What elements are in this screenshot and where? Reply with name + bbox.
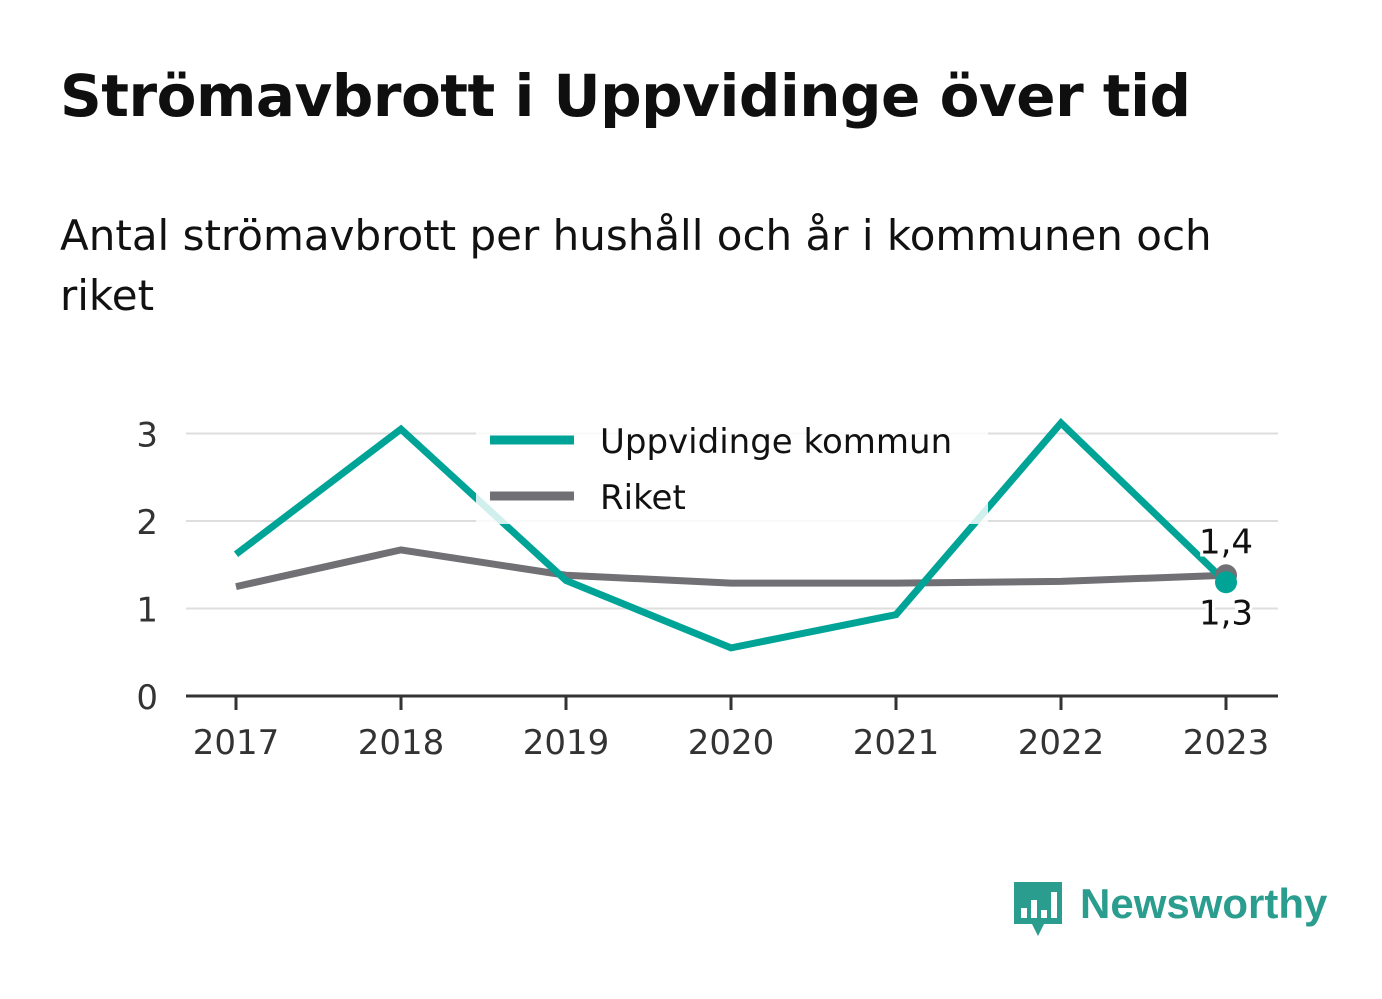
end-value-label: 1,4: [1199, 522, 1253, 562]
legend-label-0: Uppvidinge kommun: [600, 422, 952, 462]
y-tick-label: 3: [136, 416, 158, 456]
y-axis: 0 1 2 3: [136, 416, 158, 719]
chart-subtitle: Antal strömavbrott per hushåll och år i …: [60, 211, 1212, 320]
x-tick-label: 2023: [1183, 723, 1270, 763]
x-tick-label: 2019: [523, 723, 610, 763]
chart-title: Strömavbrott i Uppvidinge över tid: [60, 62, 1191, 130]
x-tick-label: 2018: [358, 723, 445, 763]
series-lines: [233, 417, 1237, 652]
legend: Uppvidinge kommun Riket: [476, 412, 988, 524]
newsworthy-logo: Newsworthy: [1010, 880, 1330, 940]
legend-label-1: Riket: [600, 478, 686, 518]
legend-background: [476, 412, 988, 524]
y-tick-label: 0: [136, 678, 158, 718]
series-line-0: [233, 417, 1229, 652]
end-value-label: 1,3: [1199, 593, 1253, 633]
series-line-1: [235, 546, 1227, 591]
x-tick-label: 2020: [688, 723, 775, 763]
y-tick-label: 2: [136, 503, 158, 543]
x-tick-label: 2022: [1018, 723, 1105, 763]
series-end-point-0: [1215, 571, 1237, 594]
brand-name: Newsworthy: [1080, 880, 1328, 927]
x-tick-label: 2017: [193, 723, 280, 763]
end-labels: 1,4 1,3: [1196, 519, 1256, 636]
x-tick-label: 2021: [853, 723, 940, 763]
x-axis: 2017 2018 2019 2020 2021 2022 2023: [186, 694, 1278, 763]
bar-chart-speech-bubble-icon: [1014, 882, 1062, 936]
y-tick-label: 1: [136, 591, 158, 631]
